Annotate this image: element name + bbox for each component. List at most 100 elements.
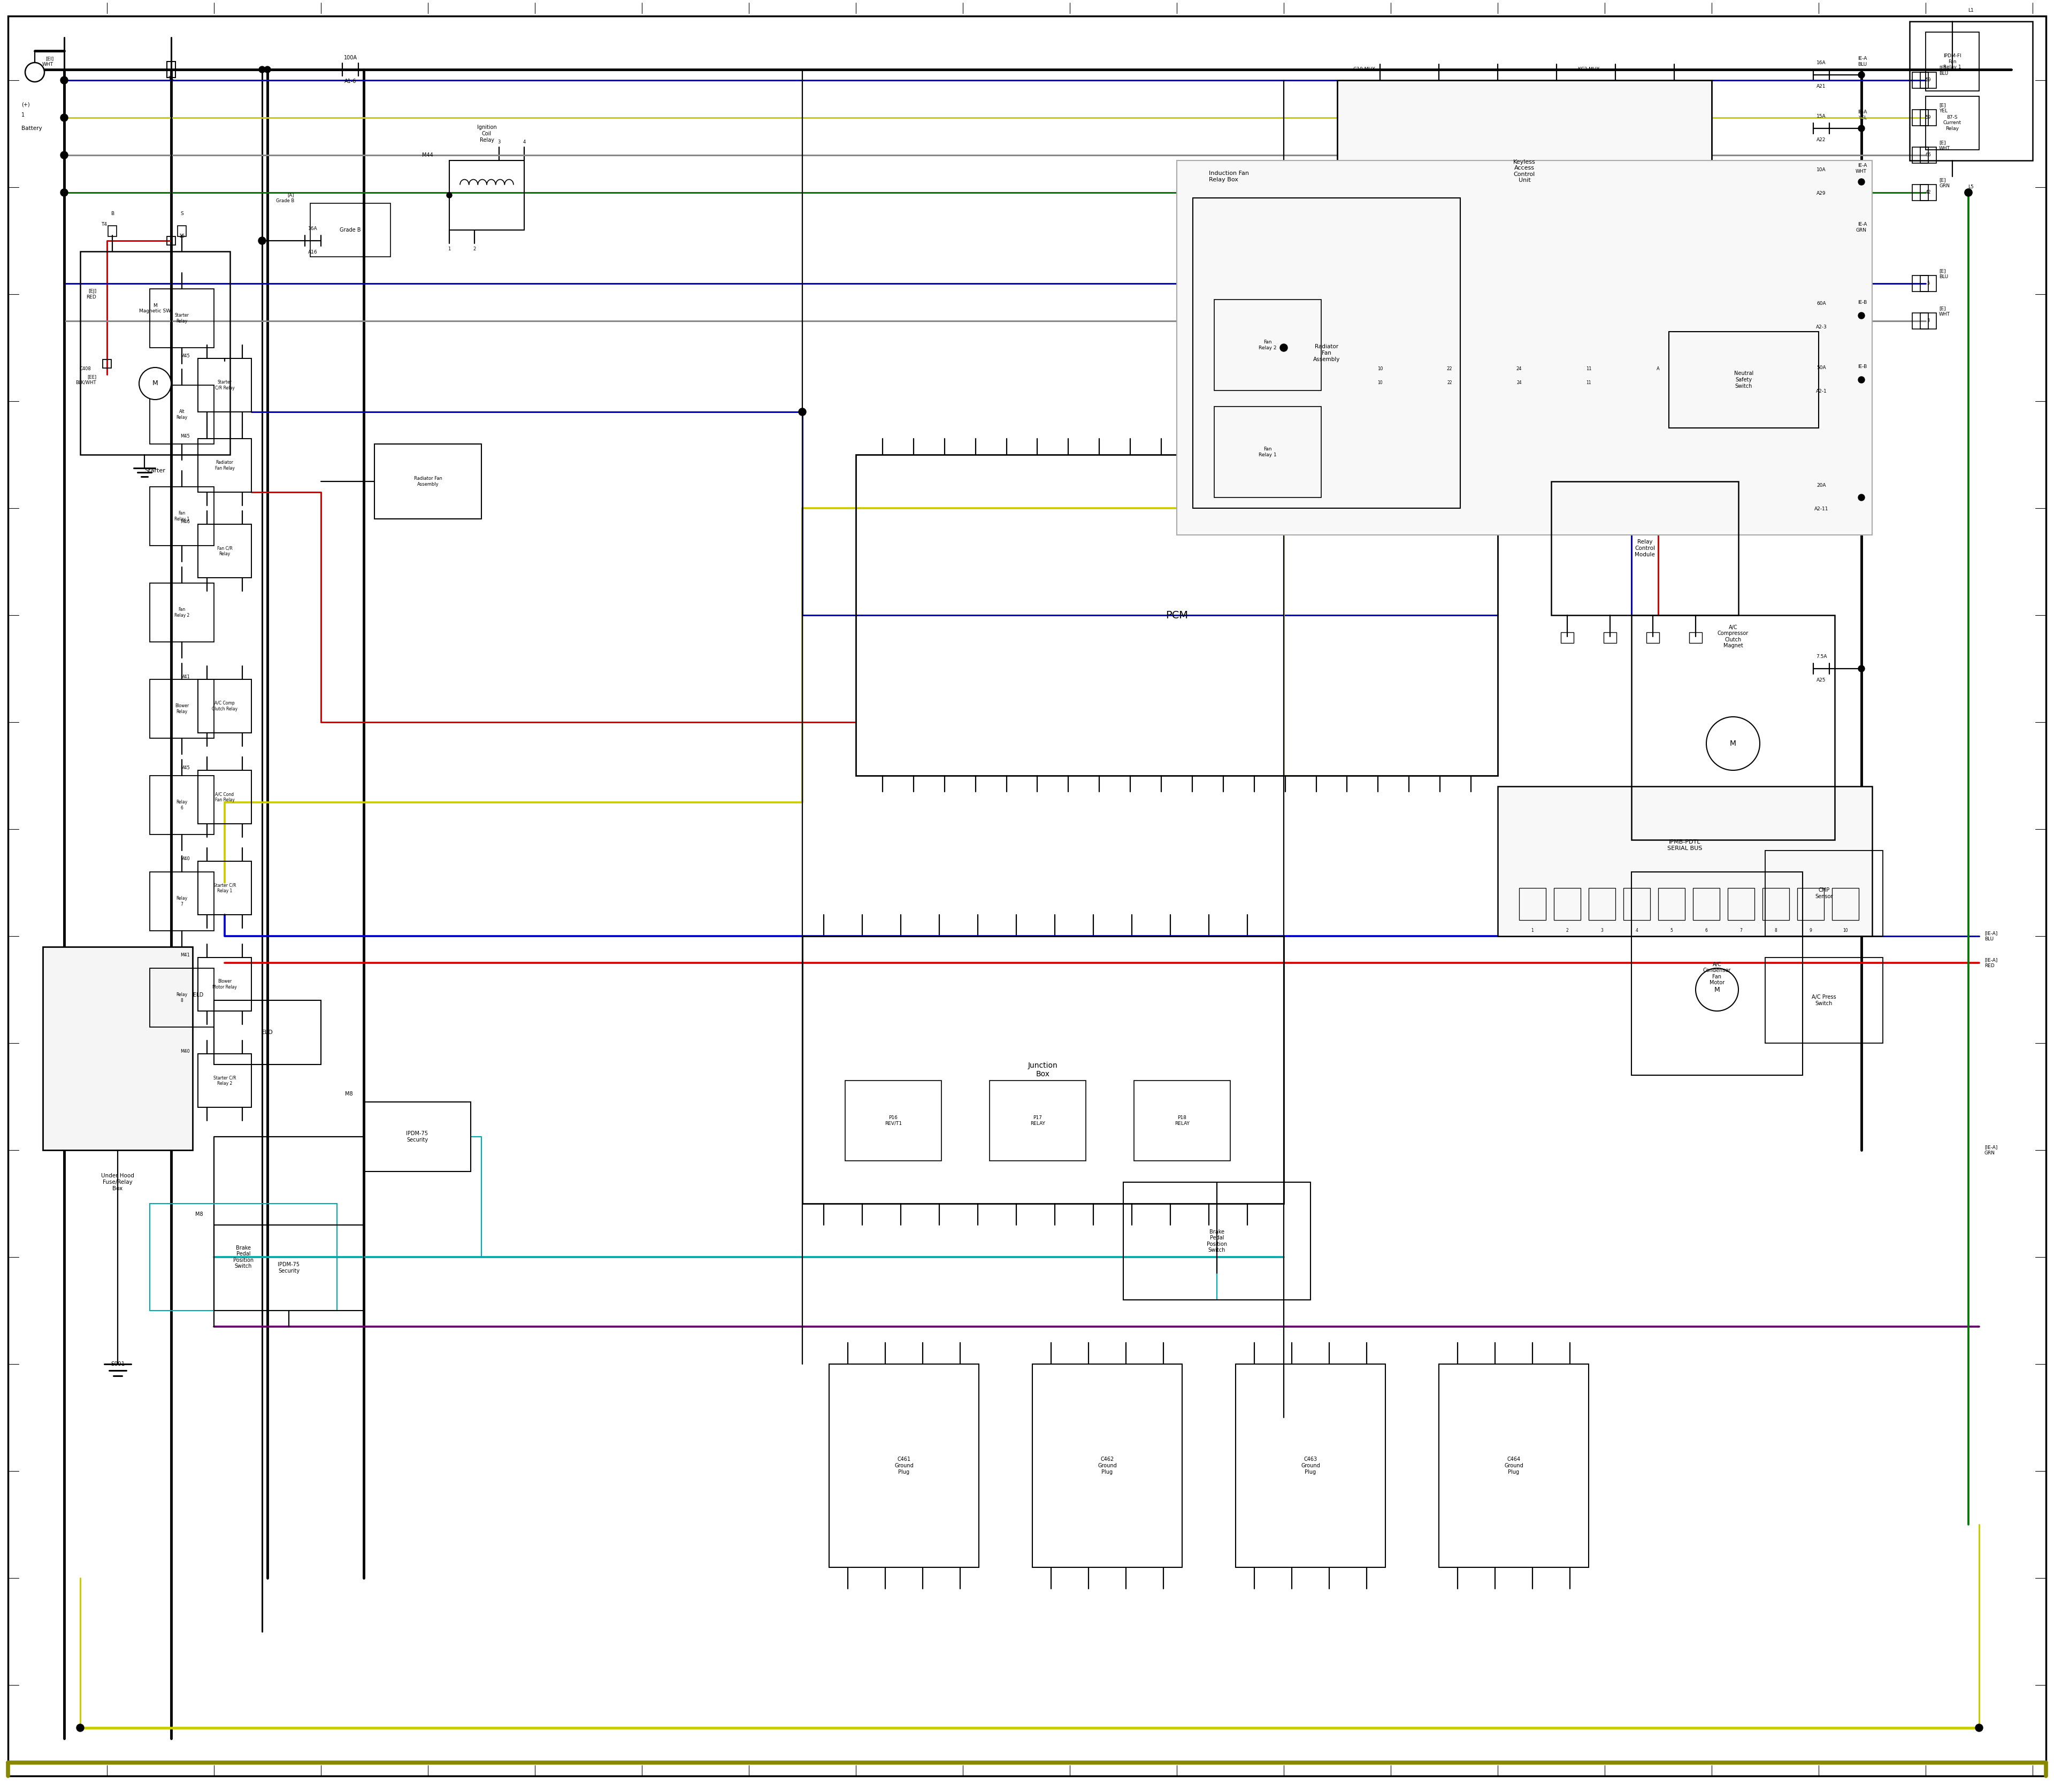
Text: 2: 2 bbox=[472, 246, 477, 251]
Text: Relay
7: Relay 7 bbox=[177, 896, 187, 907]
Bar bbox=[197, 957, 251, 1011]
Circle shape bbox=[259, 238, 265, 244]
Circle shape bbox=[1966, 188, 1972, 197]
Text: IPDM-FI
Fan
Relay 1: IPDM-FI Fan Relay 1 bbox=[1943, 54, 1962, 70]
Bar bbox=[150, 873, 214, 930]
Bar bbox=[803, 935, 1284, 1204]
Bar bbox=[166, 61, 175, 77]
Bar bbox=[1927, 32, 1980, 91]
Bar bbox=[1551, 482, 1738, 615]
Bar bbox=[1134, 1081, 1230, 1161]
Text: [EI]
WHT: [EI] WHT bbox=[43, 56, 53, 66]
Text: 9: 9 bbox=[1810, 928, 1812, 934]
Text: M8: M8 bbox=[195, 1211, 203, 1217]
Text: 20A: 20A bbox=[1816, 484, 1826, 487]
Text: Junction
Box: Junction Box bbox=[1029, 1063, 1058, 1079]
Bar bbox=[1623, 889, 1649, 919]
Text: 7: 7 bbox=[1740, 928, 1742, 934]
Text: IE-A
YEL: IE-A YEL bbox=[1857, 109, 1867, 120]
Bar bbox=[214, 1000, 320, 1064]
Bar bbox=[1214, 407, 1321, 498]
Text: IE-B: IE-B bbox=[1857, 299, 1867, 305]
Bar bbox=[1584, 364, 1594, 375]
Text: 42: 42 bbox=[1925, 190, 1931, 195]
Text: A/C Comp
Clutch Relay: A/C Comp Clutch Relay bbox=[212, 701, 238, 711]
Text: A22: A22 bbox=[1816, 138, 1826, 143]
Bar bbox=[1762, 889, 1789, 919]
Text: Starter
Relay: Starter Relay bbox=[175, 314, 189, 324]
Bar bbox=[1374, 364, 1384, 375]
Bar bbox=[1927, 97, 1980, 151]
Bar bbox=[197, 771, 251, 824]
Text: IE-A
WHT: IE-A WHT bbox=[1855, 163, 1867, 174]
Text: M41: M41 bbox=[181, 674, 189, 679]
Circle shape bbox=[259, 237, 265, 244]
Circle shape bbox=[1859, 312, 1865, 319]
Bar bbox=[1920, 109, 1937, 125]
Bar bbox=[364, 1102, 470, 1172]
Text: 60A: 60A bbox=[1816, 301, 1826, 306]
Bar bbox=[109, 226, 117, 237]
Text: Ignition
Coil
Relay: Ignition Coil Relay bbox=[477, 125, 497, 143]
Text: M44: M44 bbox=[423, 152, 433, 158]
Bar bbox=[1832, 889, 1859, 919]
Text: 6: 6 bbox=[1705, 928, 1707, 934]
Bar bbox=[150, 289, 214, 348]
Text: Starter C/R
Relay 2: Starter C/R Relay 2 bbox=[214, 1075, 236, 1086]
Text: T1
1: T1 1 bbox=[168, 75, 175, 86]
Circle shape bbox=[60, 151, 68, 159]
Bar bbox=[1658, 889, 1684, 919]
Bar bbox=[1214, 299, 1321, 391]
Circle shape bbox=[1976, 1724, 1982, 1731]
Bar bbox=[1514, 364, 1524, 375]
Circle shape bbox=[1697, 968, 1738, 1011]
Text: 15A: 15A bbox=[1816, 115, 1826, 118]
Text: [E]
WHT: [E] WHT bbox=[1939, 306, 1949, 317]
Text: C10 MUX: C10 MUX bbox=[1354, 66, 1376, 72]
Bar bbox=[1764, 957, 1884, 1043]
Text: IE-A
GRN: IE-A GRN bbox=[1857, 222, 1867, 233]
Text: IPDM-75
Security: IPDM-75 Security bbox=[277, 1262, 300, 1274]
Text: 10A: 10A bbox=[1816, 168, 1826, 172]
Text: [E]
YEL: [E] YEL bbox=[1939, 102, 1947, 113]
Bar bbox=[1920, 72, 1937, 88]
Bar bbox=[1520, 889, 1547, 919]
Text: Battery: Battery bbox=[21, 125, 41, 131]
Text: 100A: 100A bbox=[343, 56, 357, 61]
Text: M: M bbox=[1715, 986, 1719, 993]
Text: A25: A25 bbox=[1816, 677, 1826, 683]
Circle shape bbox=[25, 63, 45, 82]
Text: P18
RELAY: P18 RELAY bbox=[1175, 1115, 1189, 1125]
Text: 4: 4 bbox=[524, 140, 526, 143]
Bar bbox=[1920, 314, 1937, 330]
Text: Radiator Fan
Assembly: Radiator Fan Assembly bbox=[413, 477, 442, 487]
Text: 2: 2 bbox=[1565, 928, 1569, 934]
Text: A21: A21 bbox=[1816, 84, 1826, 90]
Bar bbox=[197, 439, 251, 493]
Text: Alt
Relay: Alt Relay bbox=[177, 409, 187, 419]
Bar bbox=[857, 455, 1497, 776]
Text: 3: 3 bbox=[1927, 319, 1931, 323]
Text: 1: 1 bbox=[1530, 928, 1534, 934]
Bar bbox=[1555, 889, 1582, 919]
Text: M8: M8 bbox=[345, 1091, 353, 1097]
Circle shape bbox=[1280, 344, 1288, 351]
Bar bbox=[450, 161, 524, 229]
Text: A: A bbox=[1658, 367, 1660, 371]
Text: Brake
Pedal
Position
Switch: Brake Pedal Position Switch bbox=[234, 1245, 253, 1269]
Text: Brake
Pedal
Position
Switch: Brake Pedal Position Switch bbox=[1206, 1229, 1226, 1253]
Bar bbox=[197, 862, 251, 914]
Text: M41: M41 bbox=[181, 952, 189, 957]
Bar bbox=[1920, 147, 1937, 163]
Text: 5: 5 bbox=[1927, 281, 1929, 287]
Text: IE-B: IE-B bbox=[1857, 364, 1867, 369]
Circle shape bbox=[140, 367, 170, 400]
Text: 50A: 50A bbox=[1816, 366, 1826, 371]
Bar bbox=[1177, 161, 1871, 536]
Bar bbox=[103, 360, 111, 367]
Bar bbox=[150, 582, 214, 642]
Text: 59: 59 bbox=[1925, 77, 1931, 82]
Text: ELD: ELD bbox=[261, 1030, 273, 1036]
Text: 7.5A: 7.5A bbox=[1816, 654, 1826, 659]
Text: IPDM-75
Security: IPDM-75 Security bbox=[407, 1131, 427, 1143]
